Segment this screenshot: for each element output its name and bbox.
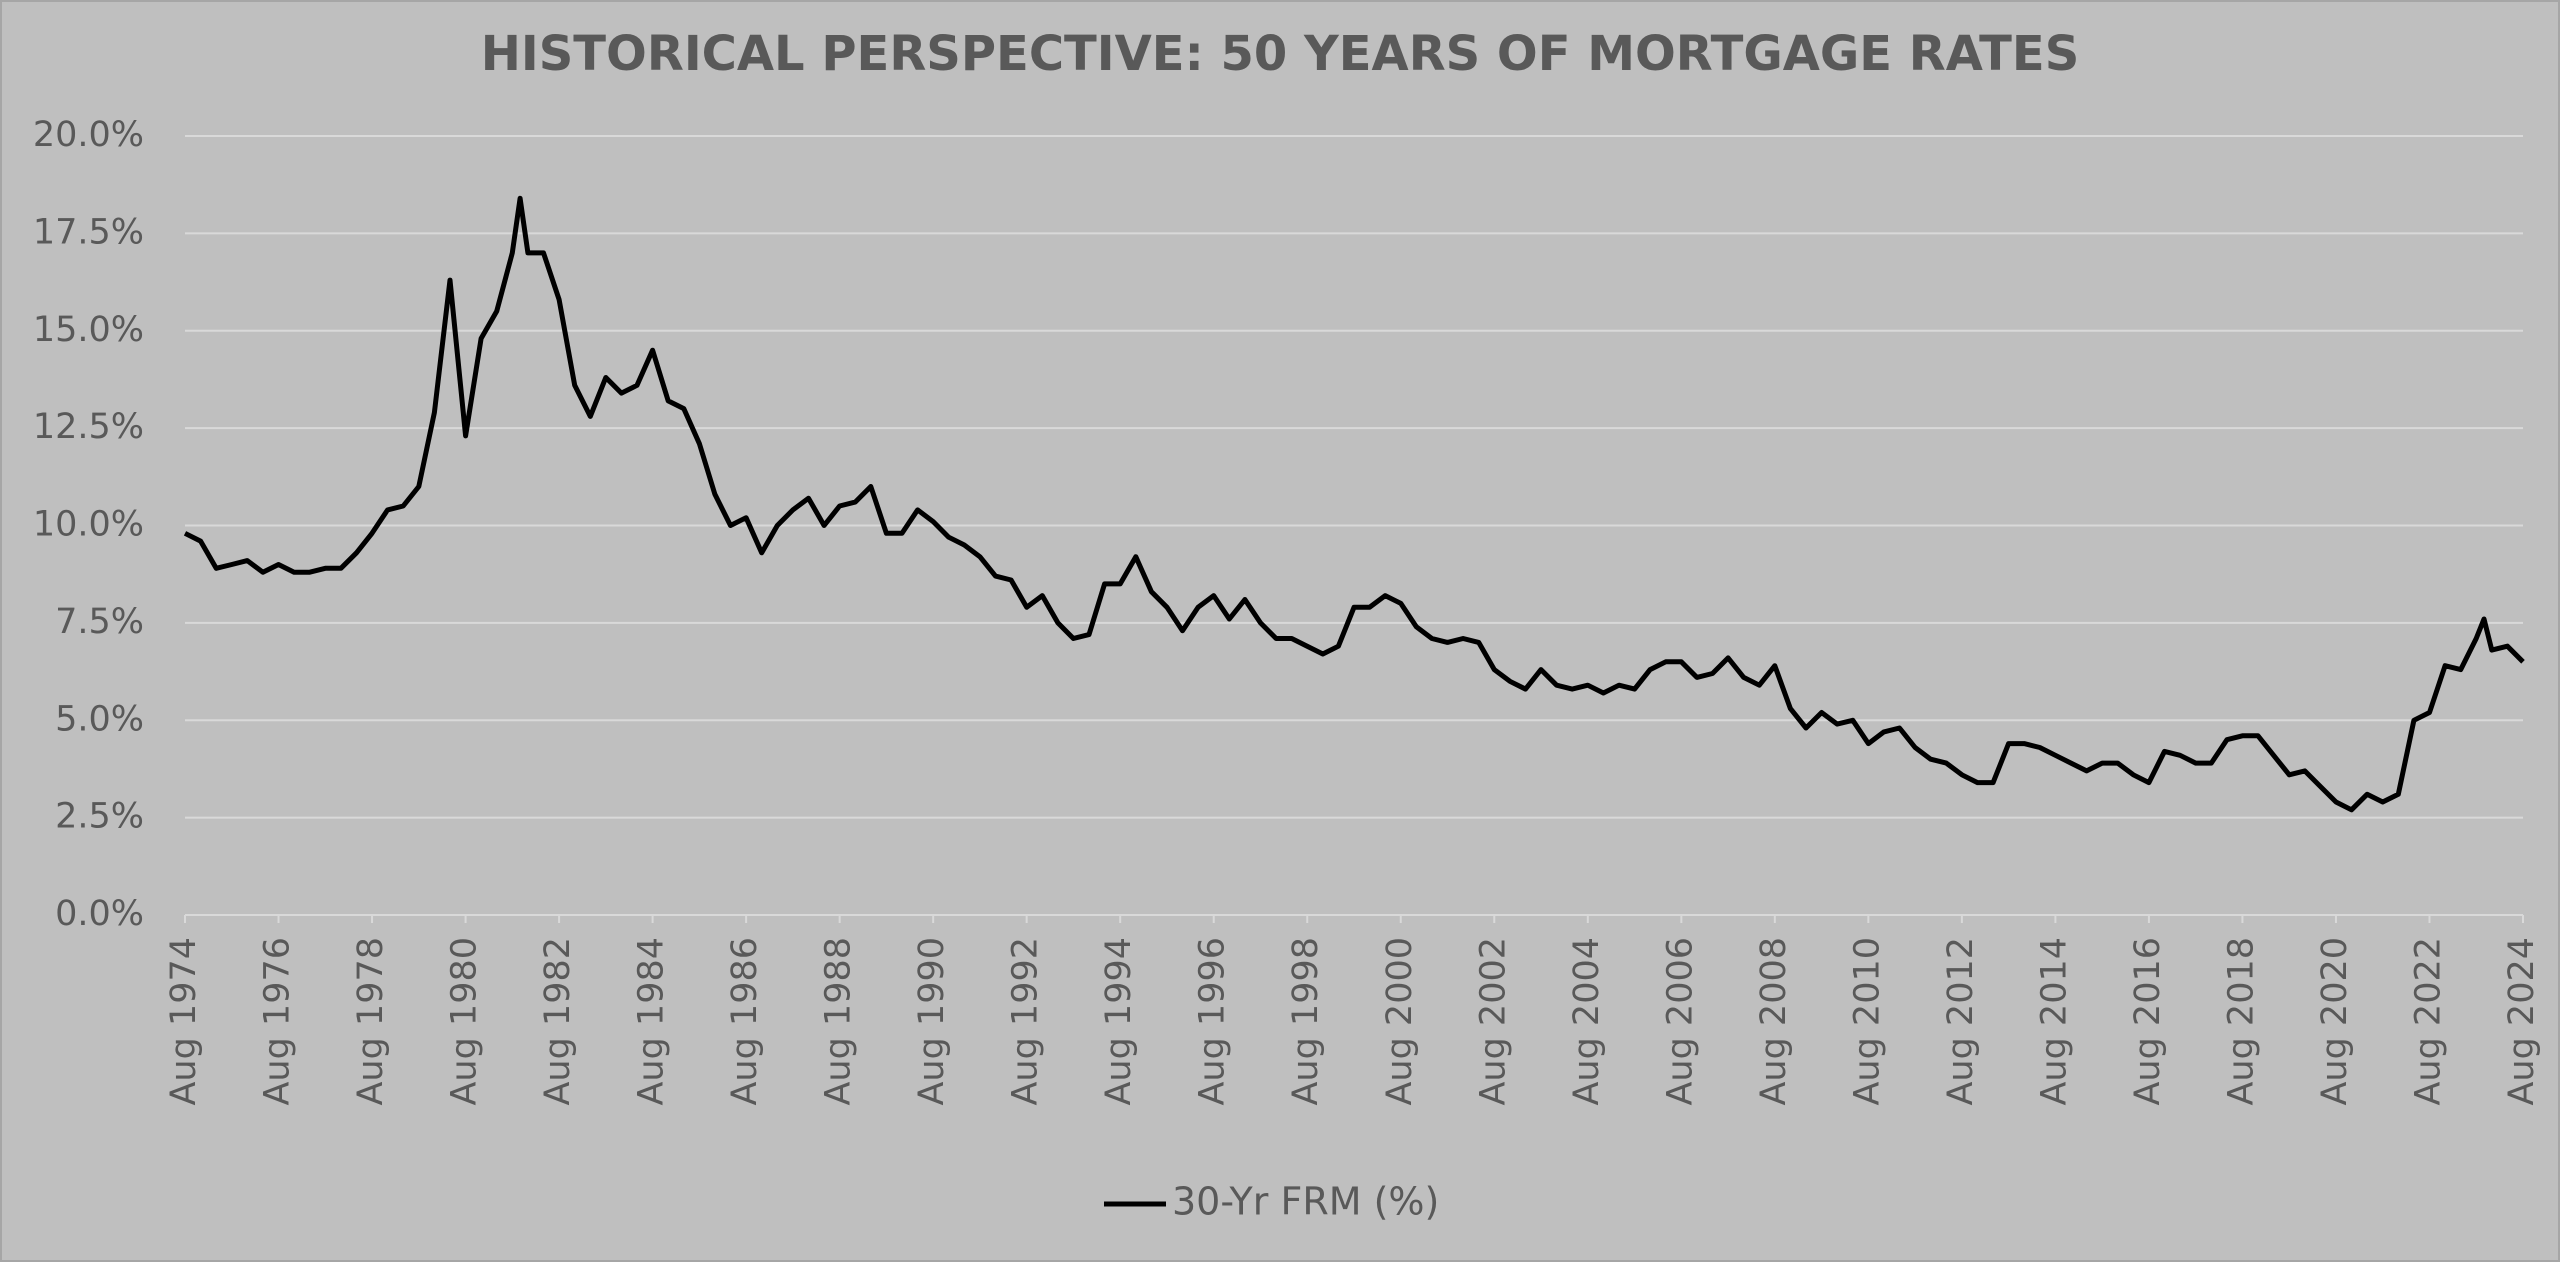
x-tick-label: Aug 1976 xyxy=(258,937,298,1106)
x-tick-label: Aug 2000 xyxy=(1380,937,1420,1106)
y-tick-label: 5.0% xyxy=(55,699,144,739)
x-tick-label: Aug 2018 xyxy=(2221,937,2261,1106)
y-tick-label: 17.5% xyxy=(33,212,144,252)
x-tick-label: Aug 1986 xyxy=(725,937,765,1106)
x-tick-label: Aug 1984 xyxy=(632,937,672,1106)
y-tick-label: 10.0% xyxy=(33,505,144,545)
y-tick-label: 20.0% xyxy=(33,115,144,155)
x-tick-label: Aug 2002 xyxy=(1473,937,1513,1106)
x-tick-label: Aug 2006 xyxy=(1660,937,1700,1106)
line-series xyxy=(183,195,2525,813)
x-tick-label: Aug 1982 xyxy=(538,937,578,1106)
x-tick-label: Aug 1998 xyxy=(1286,937,1326,1106)
y-tick-label: 15.0% xyxy=(33,310,144,350)
x-tick-label: Aug 2016 xyxy=(2128,937,2168,1106)
x-tick-label: Aug 1994 xyxy=(1099,937,1139,1106)
x-tick-label: Aug 1988 xyxy=(819,937,859,1106)
x-tick-label: Aug 1992 xyxy=(1006,937,1046,1106)
x-tick-label: Aug 2014 xyxy=(2034,937,2074,1106)
x-tick-label: Aug 2004 xyxy=(1567,937,1607,1106)
legend-label: 30-Yr FRM (%) xyxy=(1172,1180,1439,1224)
x-tick-label: Aug 1978 xyxy=(351,937,391,1106)
x-tick-label: Aug 2022 xyxy=(2408,937,2448,1106)
x-tick-label: Aug 2010 xyxy=(1847,937,1887,1106)
y-tick-label: 12.5% xyxy=(33,407,144,447)
y-tick-label: 0.0% xyxy=(55,894,144,934)
x-tick-label: Aug 2008 xyxy=(1754,937,1794,1106)
chart-title: HISTORICAL PERSPECTIVE: 50 YEARS OF MORT… xyxy=(481,26,2080,82)
x-tick-label: Aug 1996 xyxy=(1193,937,1233,1106)
x-tick-label: Aug 2020 xyxy=(2315,937,2355,1106)
y-tick-label: 7.5% xyxy=(55,602,144,642)
x-tick-label: Aug 2024 xyxy=(2502,937,2542,1106)
x-tick-label: Aug 1980 xyxy=(445,937,485,1106)
y-tick-label: 2.5% xyxy=(55,797,144,837)
x-tick-label: Aug 2012 xyxy=(1941,937,1981,1106)
x-tick-label: Aug 1974 xyxy=(164,937,204,1106)
x-tick-label: Aug 1990 xyxy=(912,937,952,1106)
